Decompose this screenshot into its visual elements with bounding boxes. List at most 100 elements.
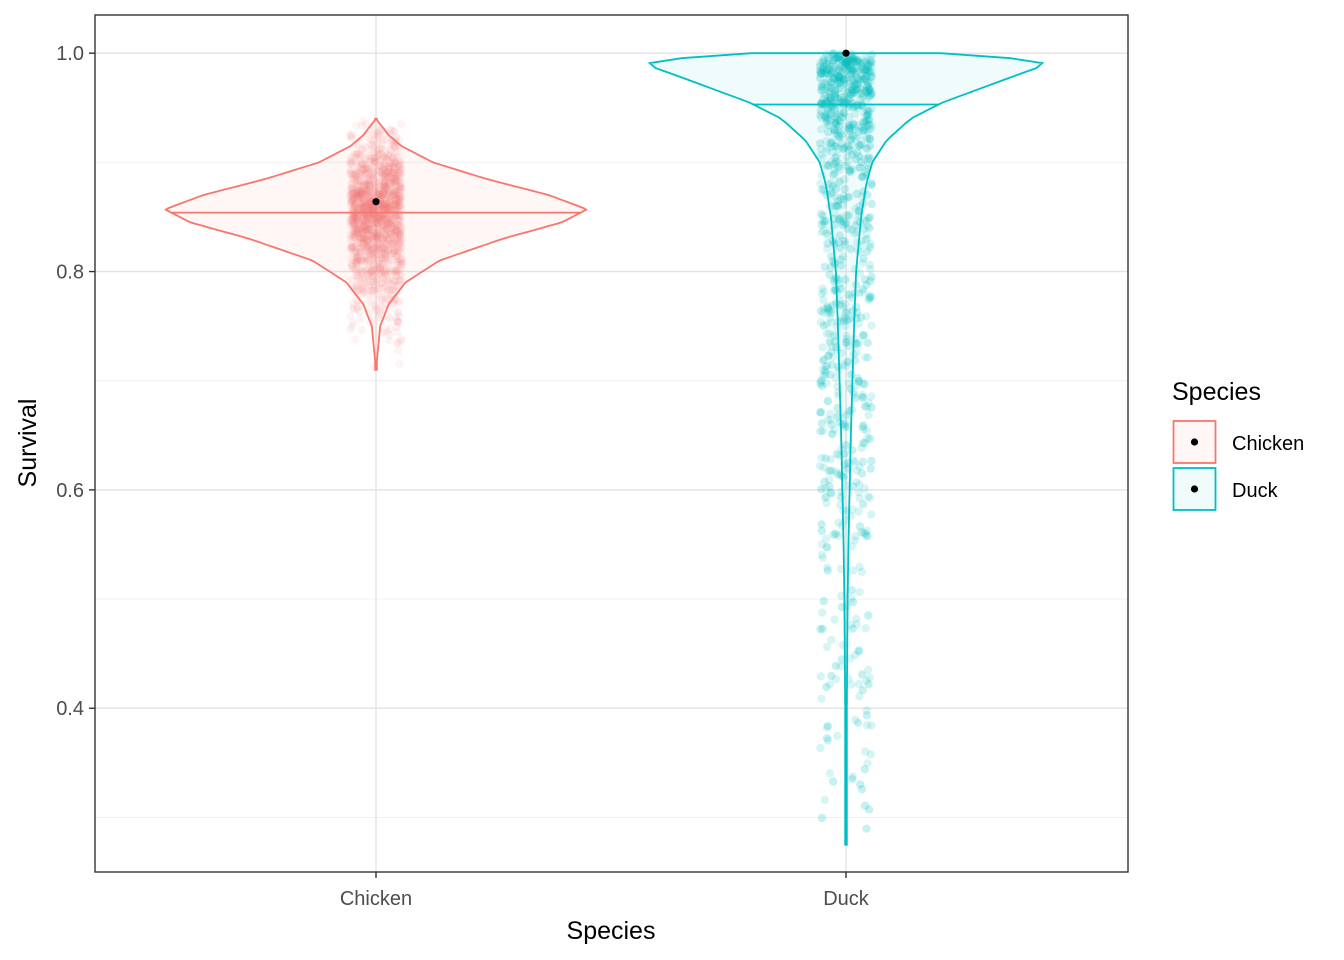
- jitter-point: [390, 228, 399, 238]
- jitter-point: [862, 280, 871, 289]
- jitter-point: [359, 240, 368, 249]
- jitter-point: [356, 213, 366, 222]
- jitter-point: [351, 177, 360, 186]
- jitter-point: [393, 258, 402, 267]
- jitter-point: [349, 204, 359, 213]
- jitter-point: [351, 229, 360, 238]
- jitter-point: [372, 235, 381, 244]
- jitter-point: [386, 146, 395, 155]
- jitter-point: [366, 297, 376, 307]
- legend: Species Chicken Duck: [1172, 378, 1304, 511]
- jitter-point: [395, 167, 404, 176]
- jitter-point: [384, 245, 393, 255]
- jitter-point: [390, 189, 399, 199]
- jitter-point: [357, 200, 366, 209]
- jitter-point: [816, 624, 825, 634]
- jitter-point: [386, 195, 395, 205]
- jitter-point: [366, 174, 375, 183]
- jitter-point: [380, 161, 389, 171]
- jitter-point: [367, 219, 377, 229]
- jitter-point: [816, 743, 825, 753]
- jitter-point: [370, 191, 379, 200]
- jitter-point: [857, 670, 867, 679]
- jitter-point: [351, 231, 360, 240]
- jitter-point: [367, 153, 377, 163]
- jitter-point: [380, 181, 389, 190]
- jitter-point: [365, 222, 374, 231]
- jitter-point: [348, 174, 357, 183]
- jitter-point: [382, 192, 392, 201]
- jitter-point: [369, 218, 378, 227]
- jitter-point: [350, 192, 360, 202]
- jitter-point: [369, 229, 379, 238]
- jitter-point: [354, 256, 363, 265]
- jitter-point: [354, 220, 363, 229]
- jitter-point: [378, 169, 388, 178]
- jitter-point: [817, 550, 827, 559]
- jitter-point: [866, 750, 875, 759]
- jitter-point: [380, 203, 389, 213]
- jitter-point: [383, 190, 392, 199]
- jitter-point: [376, 263, 385, 272]
- jitter-point: [357, 188, 366, 197]
- jitter-point: [384, 178, 393, 187]
- jitter-point: [358, 226, 367, 235]
- jitter-point: [353, 303, 362, 312]
- jitter-point: [369, 171, 378, 180]
- jitter-point: [825, 769, 835, 778]
- jitter-point: [372, 139, 382, 149]
- jitter-point: [827, 671, 836, 681]
- jitter-point: [392, 251, 401, 260]
- jitter-point: [817, 813, 827, 823]
- jitter-point: [364, 192, 374, 201]
- jitter-point: [352, 211, 362, 221]
- jitter-point: [862, 824, 871, 833]
- jitter-point: [356, 165, 365, 175]
- jitter-point: [392, 251, 401, 260]
- jitter-point: [393, 165, 402, 175]
- jitter-point: [383, 286, 392, 295]
- jitter-point: [381, 184, 390, 194]
- jitter-point: [366, 193, 375, 203]
- jitter-point: [373, 235, 382, 244]
- jitter-point: [353, 256, 363, 266]
- jitter-point: [395, 169, 405, 178]
- jitter-point: [373, 220, 382, 230]
- jitter-point: [367, 219, 376, 228]
- jitter-point: [819, 371, 828, 381]
- jitter-point: [352, 189, 361, 199]
- jitter-point: [393, 246, 402, 256]
- jitter-point: [384, 174, 393, 183]
- jitter-point: [381, 240, 390, 249]
- jitter-point: [346, 169, 355, 178]
- jitter-point: [377, 248, 386, 257]
- jitter-point: [357, 187, 366, 197]
- jitter-point: [830, 615, 839, 624]
- jitter-point: [390, 204, 399, 213]
- jitter-point: [828, 301, 838, 310]
- jitter-point: [364, 203, 374, 213]
- jitter-point: [355, 153, 364, 162]
- jitter-point: [362, 256, 371, 266]
- jitter-point: [378, 201, 388, 210]
- jitter-point: [385, 179, 395, 188]
- jitter-point: [346, 159, 355, 168]
- jitter-point: [356, 255, 366, 264]
- jitter-point: [377, 198, 387, 208]
- jitter-point: [378, 190, 387, 199]
- jitter-point: [387, 215, 397, 224]
- jitter-point: [393, 205, 402, 214]
- jitter-point: [361, 164, 371, 173]
- jitter-point: [827, 318, 836, 327]
- jitter-point: [394, 188, 403, 197]
- jitter-point: [385, 336, 394, 345]
- jitter-point: [393, 190, 402, 199]
- jitter-point: [816, 672, 826, 681]
- jitter-point: [360, 283, 369, 292]
- jitter-point: [370, 153, 379, 163]
- jitter-point: [380, 184, 389, 193]
- jitter-point: [375, 190, 385, 199]
- jitter-point: [867, 199, 876, 209]
- jitter-point: [387, 268, 397, 277]
- jitter-point: [365, 187, 374, 196]
